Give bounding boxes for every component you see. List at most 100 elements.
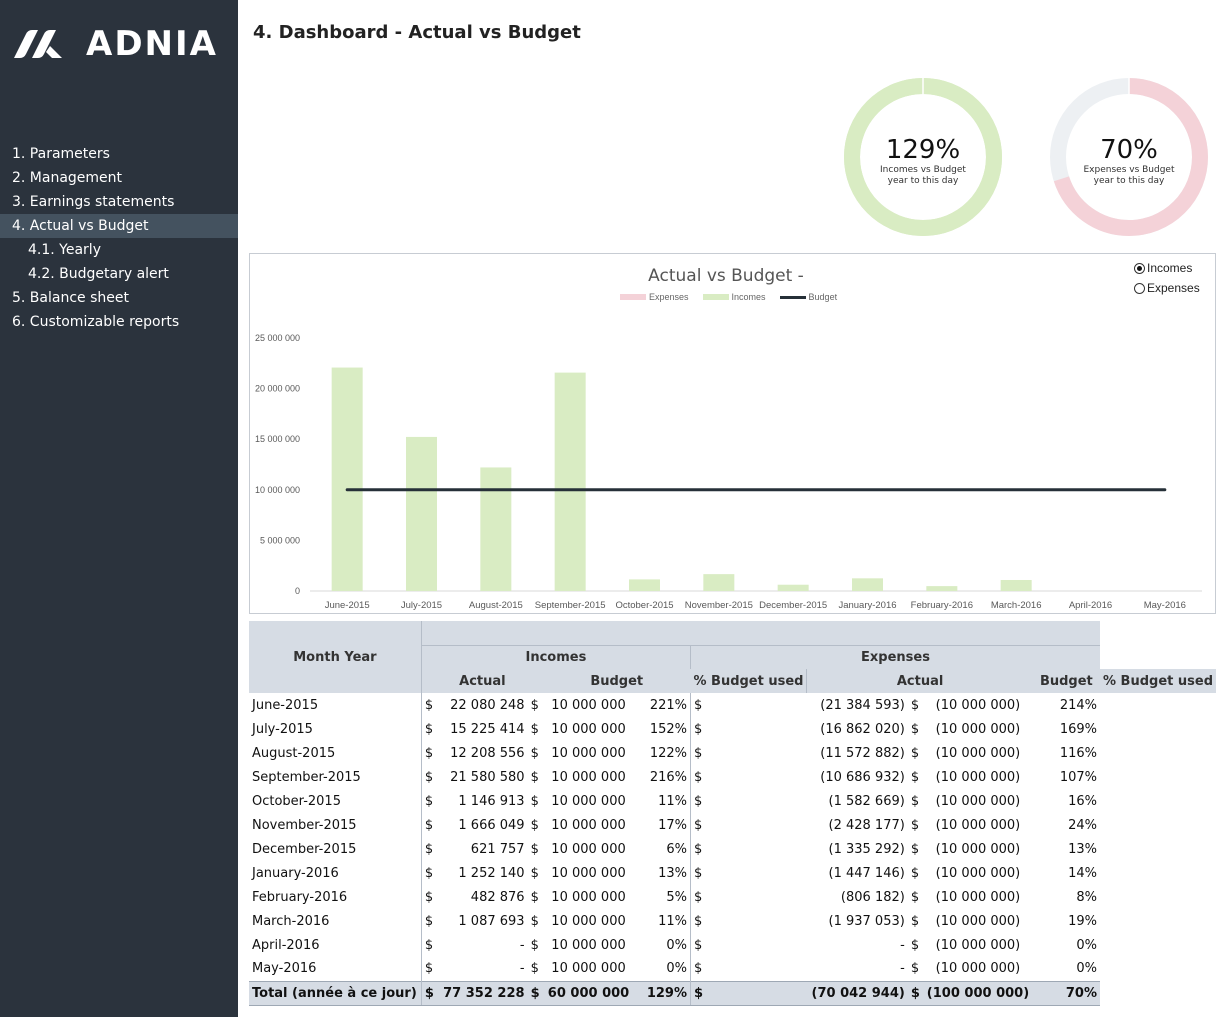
- currency-cell: $: [420, 837, 438, 861]
- currency-cell: $: [420, 933, 438, 957]
- x-tick-label: June-2015: [325, 600, 370, 611]
- incomes-pct-cell: 11%: [658, 793, 687, 809]
- currency-cell: $: [420, 885, 438, 909]
- table-row: June-2015 $22 080 248 $10 000 000 221% $ (21 …: [249, 693, 1216, 717]
- currency-cell: $: [689, 693, 807, 717]
- month-cell: April-2016: [252, 937, 320, 953]
- month-cell: October-2015: [252, 793, 341, 809]
- incomes-pct-cell: 152%: [649, 721, 687, 737]
- expenses-gauge: 70% Expenses vs Budget year to this day: [1049, 77, 1209, 237]
- incomes-budget-cell: 10 000 000: [551, 745, 626, 761]
- currency-cell: $: [530, 697, 539, 713]
- legend-swatch-expenses: [620, 294, 646, 300]
- incomes-gauge: 129% Incomes vs Budget year to this day: [843, 77, 1003, 237]
- bar-incomes-june-2015: [331, 367, 363, 591]
- expenses-pct-cell: 107%: [1059, 769, 1097, 785]
- currency-cell: $: [530, 817, 539, 833]
- currency-cell: $: [689, 980, 807, 1006]
- bar-incomes-march-2016: [1000, 579, 1032, 591]
- expenses-actual-cell: (10 686 932): [820, 769, 905, 785]
- month-cell: Total (année à ce jour): [249, 980, 422, 1006]
- incomes-budget-cell: 10 000 000: [551, 865, 626, 881]
- table-row: May-2016 $ - $10 000 000 0% $ - $ (10 000 000) 0%: [249, 957, 1216, 981]
- expenses-actual-cell: (16 862 020): [820, 721, 905, 737]
- month-cell: November-2015: [252, 817, 357, 833]
- sidebar-item-actual-vs-budget[interactable]: 4. Actual vs Budget: [0, 214, 238, 238]
- expenses-gauge-ring: [1050, 78, 1208, 236]
- incomes-actual-cell: 22 080 248: [450, 697, 525, 713]
- currency-cell: $: [527, 980, 543, 1006]
- incomes-budget-cell: 10 000 000: [551, 841, 626, 857]
- incomes-pct-cell: 6%: [666, 841, 687, 857]
- legend-item-incomes: Incomes: [702, 292, 766, 302]
- legend-item-budget: Budget: [779, 292, 837, 302]
- brand-name: ADNIA: [86, 24, 218, 64]
- radio-expenses-indicator[interactable]: [1134, 282, 1145, 294]
- radio-incomes-label[interactable]: Incomes: [1147, 261, 1193, 275]
- y-tick-label: 5 000 000: [260, 535, 300, 545]
- expenses-actual-cell: (1 447 146): [828, 865, 905, 881]
- month-cell: September-2015: [252, 769, 361, 785]
- incomes-actual-cell: 12 208 556: [450, 745, 525, 761]
- sidebar-item-earnings-statements[interactable]: 3. Earnings statements: [12, 194, 175, 210]
- x-tick-label: December-2015: [759, 600, 827, 611]
- expenses-actual-cell: (1 335 292): [828, 841, 905, 857]
- legend-swatch-budget: [779, 295, 806, 299]
- currency-cell: $: [420, 813, 438, 837]
- currency-cell: $: [689, 933, 807, 957]
- currency-cell: $: [910, 865, 920, 881]
- table-row: September-2015 $21 580 580 $10 000 000 216%…: [249, 765, 1216, 789]
- expenses-pct-cell: 24%: [1068, 817, 1097, 833]
- month-cell: December-2015: [252, 841, 357, 857]
- currency-cell: $: [530, 865, 539, 881]
- radio-incomes-indicator[interactable]: [1134, 262, 1145, 274]
- sidebar-item-budgetary-alert[interactable]: 4.2. Budgetary alert: [28, 266, 169, 282]
- currency-cell: $: [910, 961, 920, 977]
- y-tick-label: 15 000 000: [255, 434, 300, 444]
- sidebar-item-balance-sheet[interactable]: 5. Balance sheet: [12, 290, 129, 306]
- expenses-actual-cell: -: [900, 937, 905, 953]
- expenses-actual-cell: (2 428 177): [828, 817, 905, 833]
- sidebar-item-parameters[interactable]: 1. Parameters: [12, 146, 110, 162]
- y-tick-label: 10 000 000: [255, 485, 300, 495]
- incomes-actual-header: Actual: [420, 669, 543, 693]
- x-tick-label: October-2015: [615, 600, 673, 611]
- x-tick-label: January-2016: [838, 600, 896, 611]
- sidebar-item-management[interactable]: 2. Management: [12, 170, 123, 186]
- incomes-actual-cell: 621 757: [470, 841, 525, 857]
- expenses-budget-cell: (10 000 000): [935, 769, 1021, 785]
- currency-cell: $: [420, 789, 438, 813]
- incomes-budget-cell: 10 000 000: [551, 817, 626, 833]
- radio-expenses-label[interactable]: Expenses: [1147, 281, 1200, 295]
- currency-cell: $: [689, 909, 807, 933]
- incomes-actual-cell: -: [519, 961, 525, 977]
- currency-cell: $: [910, 697, 920, 713]
- incomes-pct-cell: 0%: [666, 961, 687, 977]
- logo[interactable]: ADNIA: [12, 24, 218, 64]
- incomes-actual-cell: 1 666 049: [458, 817, 525, 833]
- expenses-pct-cell: 13%: [1068, 841, 1097, 857]
- expenses-pct-cell: 169%: [1059, 721, 1097, 737]
- expenses-actual-cell: (21 384 593): [820, 697, 905, 713]
- currency-cell: $: [689, 813, 807, 837]
- radio-incomes[interactable]: Incomes: [1134, 258, 1200, 278]
- table-row: March-2016 $1 087 693 $10 000 000 11% $ (1 93…: [249, 909, 1216, 933]
- expenses-budget-cell: (10 000 000): [935, 961, 1021, 977]
- radio-expenses[interactable]: Expenses: [1134, 278, 1200, 298]
- bar-incomes-october-2015: [629, 579, 660, 591]
- sidebar-item-yearly[interactable]: 4.1. Yearly: [28, 242, 101, 258]
- expenses-gauge-caption: Expenses vs Budget year to this day: [1079, 165, 1179, 187]
- expenses-budget-cell: (10 000 000): [935, 793, 1021, 809]
- month-cell: June-2015: [252, 697, 319, 713]
- expenses-budget-cell: (10 000 000): [935, 889, 1021, 905]
- sidebar-item-customizable-reports[interactable]: 6. Customizable reports: [12, 314, 180, 330]
- x-tick-label: May-2016: [1144, 600, 1186, 611]
- expenses-gauge-caption-line1: Expenses vs Budget: [1083, 165, 1175, 175]
- expenses-actual-cell: (1 937 053): [828, 913, 905, 929]
- incomes-actual-cell: 1 146 913: [458, 793, 525, 809]
- legend-label-incomes: Incomes: [731, 292, 766, 302]
- currency-cell: $: [910, 769, 920, 785]
- expenses-pct-header: % Budget used: [1103, 673, 1213, 689]
- x-tick-label: November-2015: [685, 600, 753, 611]
- adnia-logo-icon: [14, 30, 62, 58]
